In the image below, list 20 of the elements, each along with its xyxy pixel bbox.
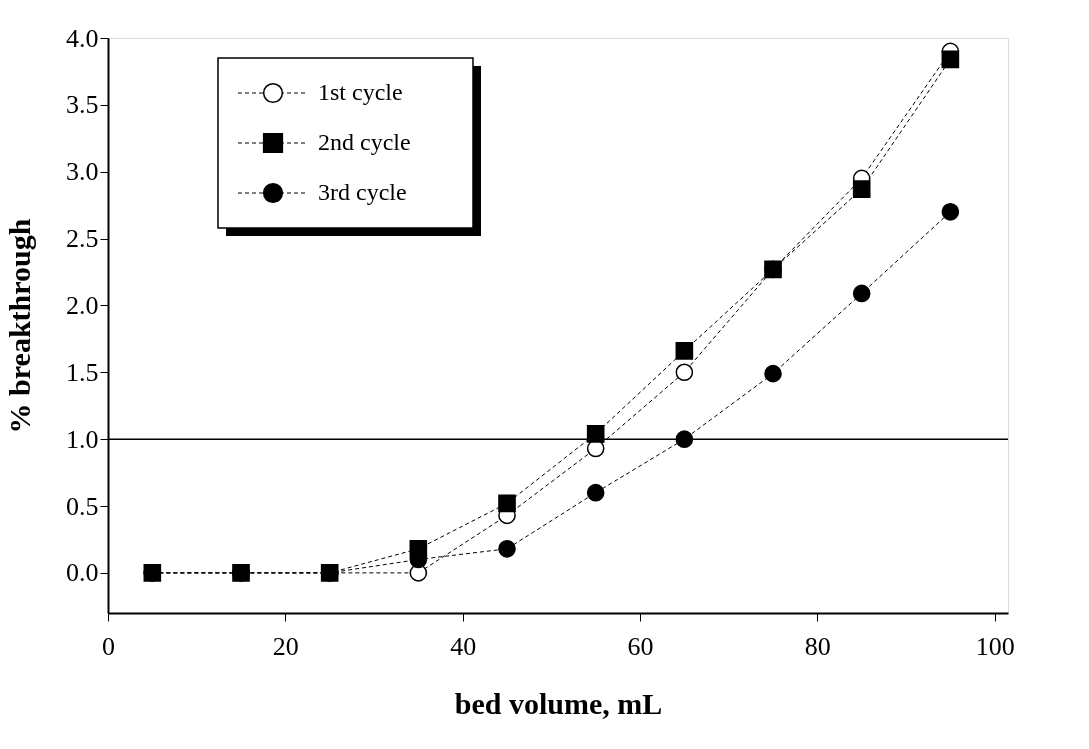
x-tick-label: 0	[102, 631, 115, 661]
x-tick-label: 60	[627, 631, 654, 661]
y-tick-label: 0.0	[66, 558, 99, 588]
legend-label: 1st cycle	[318, 79, 403, 105]
legend-label: 2nd cycle	[318, 129, 411, 155]
y-tick-label: 1.5	[66, 357, 99, 387]
x-axis-title: bed volume, mL	[454, 686, 663, 720]
y-tick-label: 3.0	[66, 157, 99, 187]
y-tick-label: 3.5	[66, 90, 99, 120]
x-tick-label: 20	[272, 631, 299, 661]
y-tick-label: 4.0	[66, 23, 99, 53]
y-tick-label: 2.0	[66, 290, 99, 320]
y-axis-title: % breakthrough	[3, 218, 36, 434]
x-tick-label: 80	[804, 631, 831, 661]
x-tick-label: 100	[975, 631, 1015, 661]
y-tick-label: 2.5	[66, 224, 99, 254]
y-tick-label: 0.5	[66, 491, 99, 521]
x-tick-label: 40	[450, 631, 477, 661]
y-tick-label: 1.0	[66, 424, 99, 454]
legend-label: 3rd cycle	[318, 179, 407, 205]
